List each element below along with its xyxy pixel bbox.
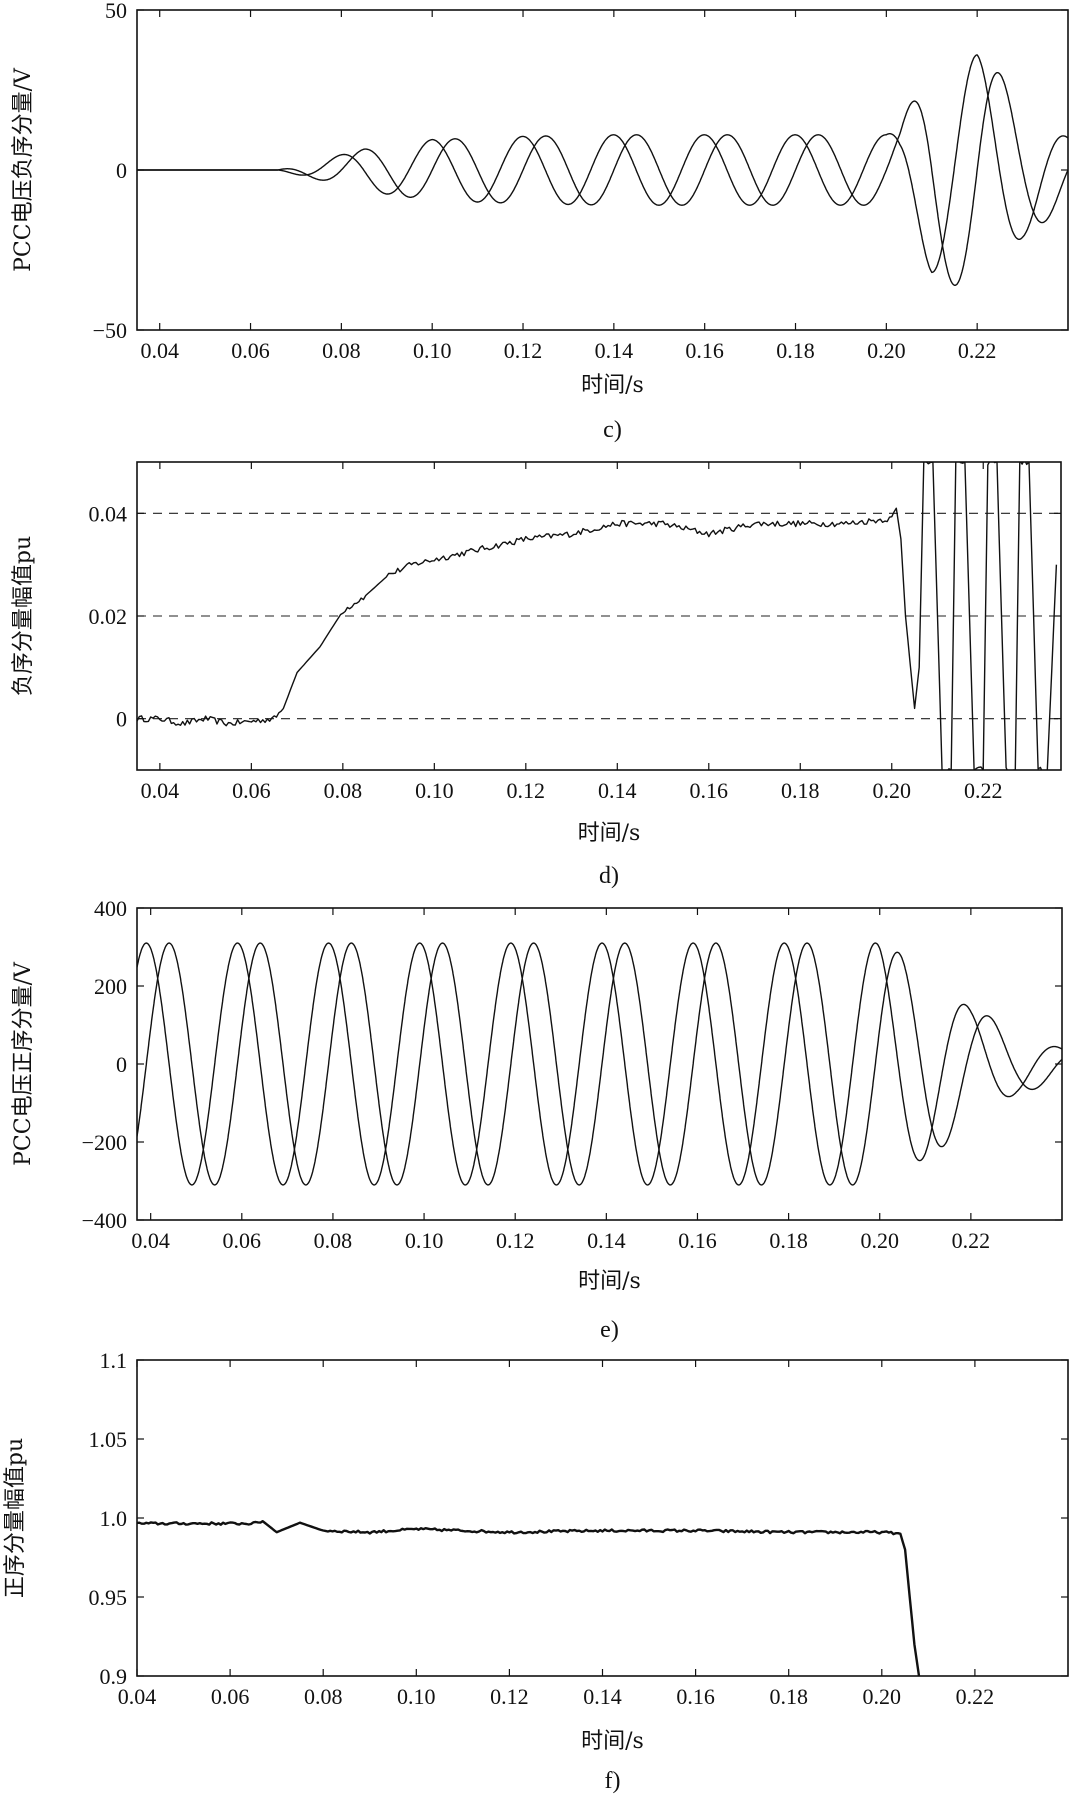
xtick-label-f-2: 0.08 xyxy=(304,1684,343,1709)
xlabel-f: 时间/s xyxy=(581,1729,644,1754)
xtick-label-f-0: 0.04 xyxy=(118,1684,157,1709)
xtick-label-d-7: 0.18 xyxy=(781,778,820,803)
ytick-label-e-3: 200 xyxy=(94,974,127,999)
xtick-label-e-4: 0.12 xyxy=(496,1228,535,1253)
plot-area-c xyxy=(137,54,1068,286)
xtick-label-f-8: 0.20 xyxy=(863,1684,902,1709)
xtick-label-c-3: 0.10 xyxy=(413,338,452,363)
xtick-label-c-1: 0.06 xyxy=(231,338,270,363)
xtick-label-f-3: 0.10 xyxy=(397,1684,436,1709)
ytick-label-e-1: −200 xyxy=(82,1130,127,1155)
xtick-label-c-0: 0.04 xyxy=(140,338,179,363)
panel-c: 0.04 0.06 0.08 0.10 0.12 0.14 0.16 0.18 0.20 0.22… xyxy=(11,0,1069,443)
plot-area-e xyxy=(137,942,1062,1186)
xtick-label-c-9: 0.22 xyxy=(958,338,997,363)
ylabel-e: PCC电压正序分量/V xyxy=(11,961,36,1166)
ytick-label-f-4: 1.1 xyxy=(100,1348,128,1373)
xtick-label-c-5: 0.14 xyxy=(595,338,634,363)
ytick-label-c-1: 0 xyxy=(116,158,127,183)
xtick-label-c-2: 0.08 xyxy=(322,338,361,363)
xtick-label-d-6: 0.16 xyxy=(690,778,729,803)
panel-label-d: d) xyxy=(599,863,619,889)
xtick-label-f-6: 0.16 xyxy=(676,1684,715,1709)
axes-frame-e xyxy=(136,907,1063,1221)
xtick-label-f-5: 0.14 xyxy=(583,1684,622,1709)
panel-d: 0.04 0.06 0.08 0.10 0.12 0.14 0.16 0.18 0.20 0.22… xyxy=(11,461,1062,889)
ytick-label-c-2: 50 xyxy=(105,0,127,23)
xtick-label-f-4: 0.12 xyxy=(490,1684,529,1709)
plot-area-d xyxy=(137,462,1058,770)
xtick-label-f-9: 0.22 xyxy=(956,1684,995,1709)
panel-f: 0.04 0.06 0.08 0.10 0.12 0.14 0.16 0.18 0.20 0.22… xyxy=(3,1348,1069,1794)
series-d-0 xyxy=(137,462,1058,770)
xtick-label-e-0: 0.04 xyxy=(131,1228,170,1253)
xtick-label-c-6: 0.16 xyxy=(685,338,724,363)
xtick-label-d-1: 0.06 xyxy=(232,778,271,803)
ytick-label-f-2: 1.0 xyxy=(100,1506,128,1531)
ytick-label-e-0: −400 xyxy=(82,1208,127,1233)
series-e-0 xyxy=(137,942,1062,1186)
xtick-label-e-3: 0.10 xyxy=(405,1228,444,1253)
ytick-label-e-2: 0 xyxy=(116,1052,127,1077)
xtick-label-d-3: 0.10 xyxy=(415,778,454,803)
axes-frame-f xyxy=(136,1359,1069,1677)
xlabel-d: 时间/s xyxy=(578,821,641,846)
xtick-label-c-4: 0.12 xyxy=(504,338,543,363)
ytick-label-c-0: −50 xyxy=(93,318,127,343)
xtick-label-e-7: 0.18 xyxy=(769,1228,808,1253)
xtick-label-e-9: 0.22 xyxy=(952,1228,991,1253)
ytick-label-d-1: 0.02 xyxy=(89,604,128,629)
xtick-label-d-0: 0.04 xyxy=(141,778,180,803)
xtick-label-e-5: 0.14 xyxy=(587,1228,626,1253)
xtick-label-e-8: 0.20 xyxy=(860,1228,899,1253)
ytick-label-d-2: 0.04 xyxy=(89,501,128,526)
xlabel-e: 时间/s xyxy=(578,1269,641,1294)
panel-label-f: f) xyxy=(605,1768,621,1794)
xtick-label-d-9: 0.22 xyxy=(964,778,1003,803)
xtick-label-c-8: 0.20 xyxy=(867,338,906,363)
ytick-label-f-0: 0.9 xyxy=(100,1664,128,1689)
ytick-label-e-4: 400 xyxy=(94,896,127,921)
xtick-label-d-2: 0.08 xyxy=(324,778,363,803)
plot-area-f xyxy=(137,1520,921,1676)
ylabel-c: PCC电压负序分量/V xyxy=(11,67,36,272)
xtick-label-f-7: 0.18 xyxy=(769,1684,808,1709)
xtick-label-e-6: 0.16 xyxy=(678,1228,717,1253)
xtick-label-d-8: 0.20 xyxy=(873,778,912,803)
xtick-label-f-1: 0.06 xyxy=(211,1684,250,1709)
ytick-label-f-1: 0.95 xyxy=(89,1585,128,1610)
xtick-label-c-7: 0.18 xyxy=(776,338,815,363)
panel-e: 0.04 0.06 0.08 0.10 0.12 0.14 0.16 0.18 0.20 0.22… xyxy=(11,896,1063,1343)
ylabel-d: 负序分量幅值pu xyxy=(11,536,36,696)
panel-label-e: e) xyxy=(600,1317,619,1343)
xtick-label-d-5: 0.14 xyxy=(598,778,637,803)
series-e-1 xyxy=(137,942,1062,1186)
panel-label-c: c) xyxy=(603,417,622,443)
xtick-label-e-2: 0.08 xyxy=(314,1228,353,1253)
series-c-1 xyxy=(137,54,1068,274)
ytick-label-f-3: 1.05 xyxy=(89,1427,128,1452)
series-f-0 xyxy=(137,1520,921,1676)
xlabel-c: 时间/s xyxy=(581,373,644,398)
series-c-0 xyxy=(137,72,1068,286)
ytick-label-d-0: 0 xyxy=(116,707,127,732)
xtick-label-e-1: 0.06 xyxy=(223,1228,262,1253)
ylabel-f: 正序分量幅值pu xyxy=(3,1438,28,1598)
xtick-label-d-4: 0.12 xyxy=(507,778,546,803)
